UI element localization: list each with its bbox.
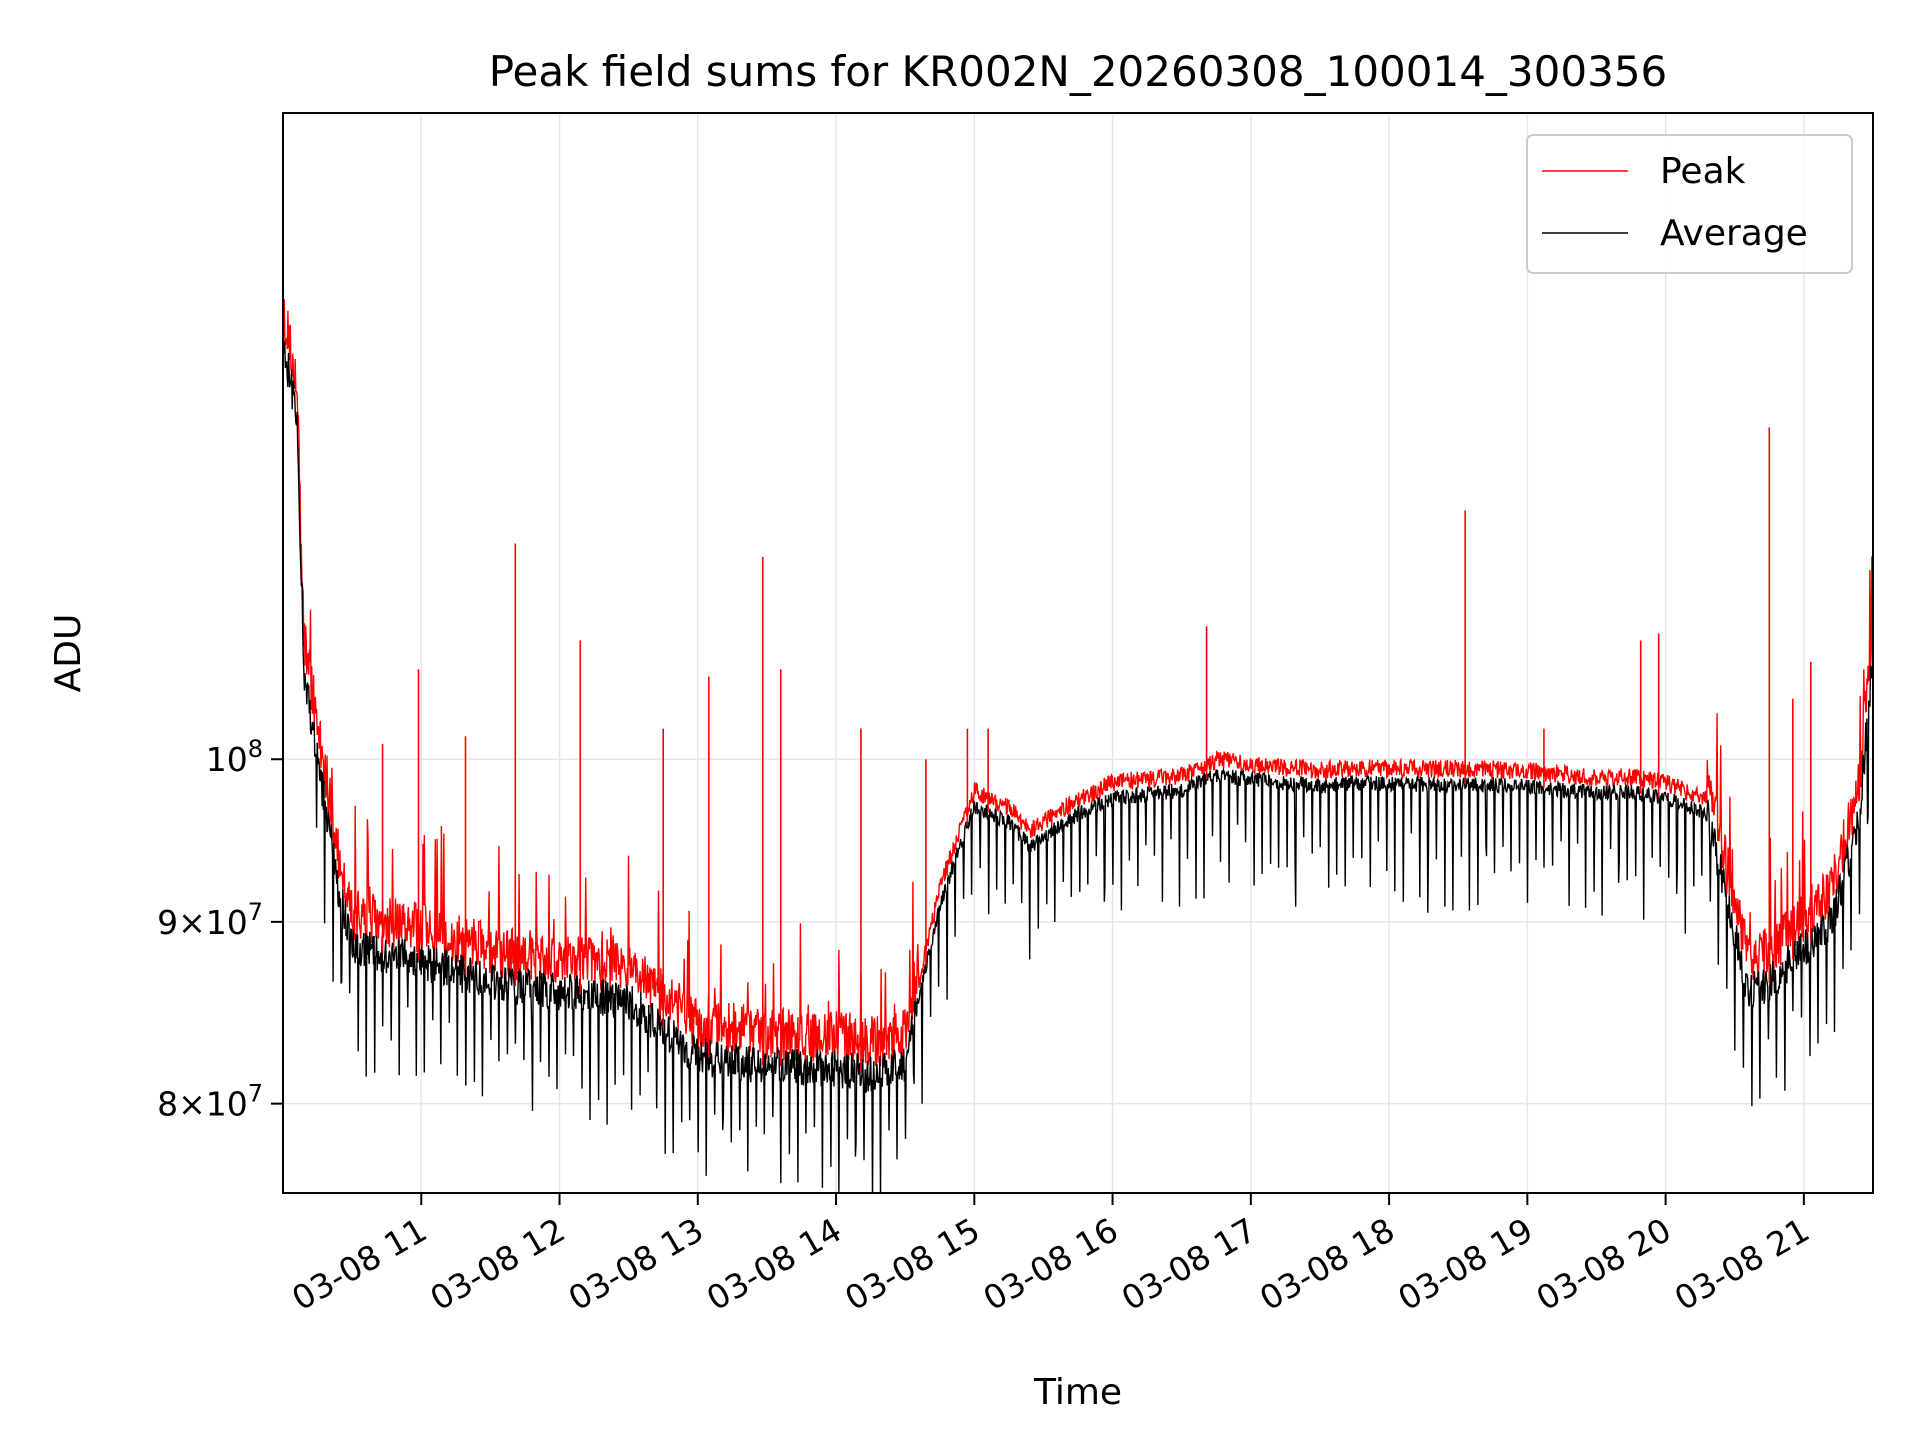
legend: Peak Average (1526, 134, 1853, 274)
series-line-peak (283, 113, 1873, 1067)
y-axis-label: ADU (48, 614, 89, 693)
legend-box (1526, 134, 1853, 274)
legend-label-average: Average (1660, 213, 1808, 254)
y-tick-label: 8×107 (157, 1080, 263, 1124)
y-axis: 8×107 9×107 108 (157, 735, 283, 1124)
plot-series (283, 113, 1873, 1193)
x-axis-label: Time (1033, 1372, 1122, 1413)
y-tick-label: 9×107 (157, 898, 263, 942)
grid (283, 113, 1873, 1193)
chart-title: Peak field sums for KR002N_20260308_1000… (489, 47, 1668, 96)
series-line-average (283, 340, 1873, 1193)
plot-frame (282, 112, 1874, 1194)
legend-label-peak: Peak (1660, 151, 1746, 192)
y-tick-label: 108 (206, 735, 263, 779)
